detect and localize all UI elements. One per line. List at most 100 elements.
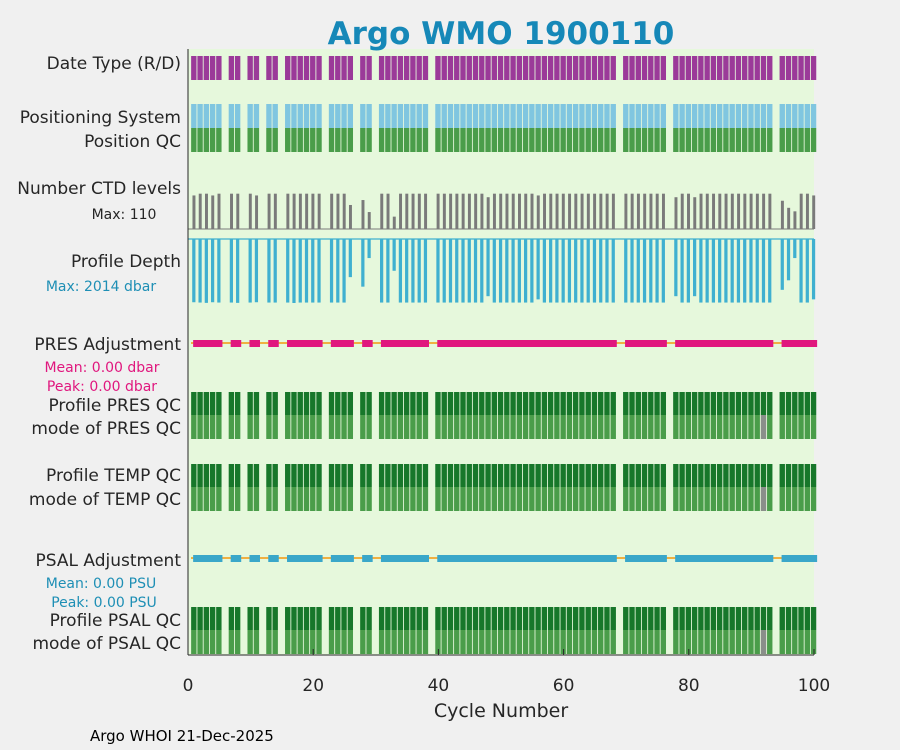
tempqc-bar — [410, 464, 416, 487]
label-positioning-system: Positioning System — [20, 108, 181, 128]
presqc-bar — [654, 392, 660, 415]
tempmode-bar — [454, 487, 460, 511]
profile-depth-bar — [636, 239, 640, 303]
posqc-bar — [579, 128, 585, 152]
tempmode-bar — [266, 487, 272, 511]
psalqc-bar — [591, 607, 598, 630]
profile-depth-bar — [768, 239, 772, 303]
pos-bar — [491, 104, 497, 128]
presqc-bar — [410, 392, 416, 415]
posqc-bar — [347, 128, 354, 152]
presmode-bar — [754, 415, 760, 439]
tempqc-bar — [554, 464, 560, 487]
ctd-level-bar — [718, 193, 722, 229]
profile-depth-bar — [630, 239, 634, 303]
psalqc-bar — [779, 607, 785, 630]
tempmode-bar — [460, 487, 466, 511]
ctd-level-bar — [392, 216, 396, 229]
tempqc-bar — [685, 464, 692, 487]
presqc-bar — [679, 392, 685, 415]
profile-depth-bar — [304, 239, 309, 303]
tempmode-bar — [403, 487, 410, 511]
pres-peak-note: Peak: 0.00 dbar — [47, 379, 157, 395]
tempmode-bar — [654, 487, 660, 511]
posqc-bar — [191, 128, 197, 152]
psalmode-bar — [216, 630, 222, 654]
presmode-bar — [779, 415, 785, 439]
pos-bar — [410, 104, 416, 128]
presqc-bar — [266, 392, 272, 415]
pres-adj-segment — [249, 340, 260, 347]
tempmode-bar — [297, 487, 303, 511]
date-bar — [798, 56, 804, 80]
psalqc-bar — [716, 607, 723, 630]
date-bar — [804, 56, 810, 80]
presmode-bar — [360, 415, 366, 439]
date-bar — [410, 56, 416, 80]
profile-depth-bar — [649, 239, 653, 303]
tempmode-bar — [291, 487, 297, 511]
tempqc-bar — [654, 464, 660, 487]
pos-bar — [792, 104, 798, 128]
ctd-level-bar — [674, 197, 678, 229]
pos-bar — [328, 104, 335, 128]
ctd-level-bar — [693, 197, 697, 229]
presmode-bar — [598, 415, 604, 439]
psalqc-bar — [529, 607, 535, 630]
ctd-level-bar — [499, 193, 503, 229]
psalmode-bar — [247, 630, 253, 654]
profile-depth-bar — [743, 239, 747, 303]
profile-depth-bar — [530, 239, 534, 303]
psalmode-bar — [760, 630, 767, 654]
presqc-bar — [767, 392, 773, 415]
tempmode-bar — [760, 487, 767, 511]
posqc-bar — [228, 128, 235, 152]
ctd-level-bar — [705, 193, 709, 229]
presqc-bar — [641, 392, 648, 415]
posqc-bar — [416, 128, 422, 152]
tempmode-bar — [754, 487, 760, 511]
ctd-level-bar — [449, 193, 453, 229]
presmode-bar — [391, 415, 397, 439]
psalmode-bar — [316, 630, 322, 654]
posqc-bar — [435, 128, 441, 152]
presqc-bar — [310, 392, 316, 415]
tempqc-bar — [485, 464, 491, 487]
psalmode-bar — [479, 630, 485, 654]
posqc-bar — [554, 128, 560, 152]
profile-depth-bar — [674, 239, 678, 297]
ctd-level-bar — [593, 193, 597, 229]
date-bar — [641, 56, 648, 80]
presmode-bar — [685, 415, 692, 439]
profile-depth-bar — [480, 239, 484, 303]
presmode-bar — [228, 415, 235, 439]
tempqc-bar — [579, 464, 585, 487]
presmode-bar — [266, 415, 272, 439]
date-bar — [698, 56, 704, 80]
posqc-bar — [360, 128, 366, 152]
profile-depth-bar — [561, 239, 565, 303]
ctd-level-bar — [699, 193, 703, 229]
posqc-bar — [691, 128, 698, 152]
label-mode-temp-qc: mode of TEMP QC — [29, 490, 181, 510]
psalqc-bar — [729, 607, 735, 630]
profile-depth-bar — [367, 239, 371, 259]
tempqc-bar — [560, 464, 566, 487]
presqc-bar — [391, 392, 397, 415]
tempqc-bar — [466, 464, 472, 487]
tempqc-bar — [810, 464, 817, 487]
psalmode-bar — [691, 630, 698, 654]
tempmode-bar — [572, 487, 579, 511]
posqc-bar — [510, 128, 516, 152]
posqc-bar — [485, 128, 491, 152]
presqc-bar — [585, 392, 591, 415]
tempmode-bar — [197, 487, 203, 511]
tempqc-bar — [742, 464, 748, 487]
profile-depth-bar — [267, 239, 271, 303]
date-bar — [197, 56, 203, 80]
pos-bar — [209, 104, 216, 128]
pos-bar — [685, 104, 692, 128]
presqc-bar — [566, 392, 573, 415]
profile-depth-bar — [292, 239, 296, 303]
tempqc-bar — [504, 464, 510, 487]
